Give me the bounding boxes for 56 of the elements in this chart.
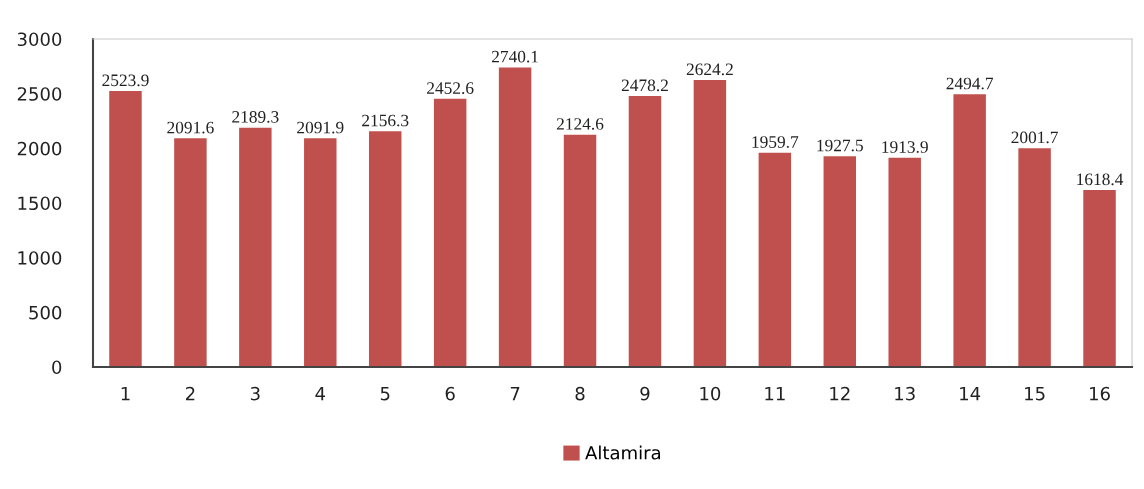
x-tick-label: 3 (250, 386, 260, 401)
bar (888, 157, 921, 367)
bar (498, 67, 532, 367)
bar (239, 127, 272, 367)
x-tick-label: 7 (510, 387, 520, 401)
x-tick-label: 2 (185, 386, 195, 401)
bar (368, 131, 402, 367)
x-tick-label: 8 (575, 386, 585, 401)
bar (1018, 148, 1051, 367)
y-tick-label: 1000 (18, 251, 62, 265)
data-label: 1927.5 (817, 139, 863, 152)
bar (433, 98, 467, 367)
data-label: 2740.1 (491, 50, 538, 63)
data-label: 2091.6 (167, 121, 214, 134)
data-label: 1913.9 (882, 141, 928, 153)
y-tick-label: 3000 (17, 32, 62, 47)
y-tick-label: 0 (52, 360, 62, 375)
data-label: 2124.6 (556, 118, 604, 130)
y-tick-label: 500 (29, 305, 62, 320)
bar (304, 138, 337, 367)
bar (563, 134, 597, 367)
x-tick-label: 9 (640, 386, 650, 401)
x-tick-label: 5 (380, 387, 390, 401)
data-label: 2452.6 (427, 82, 474, 95)
data-label: 2494.7 (946, 77, 994, 90)
data-label: 1959.7 (752, 136, 799, 148)
x-tick-label: 6 (445, 386, 455, 401)
y-tick-label: 2500 (17, 87, 62, 101)
data-label: 2478.2 (621, 79, 668, 92)
legend-label: Altamira (585, 445, 660, 460)
data-label: 2156.3 (362, 114, 409, 127)
data-label: 2189.3 (232, 111, 279, 123)
x-tick-label: 11 (765, 387, 785, 401)
bar (628, 96, 662, 367)
y-tick-label: 1500 (18, 196, 62, 211)
data-label: 1618.4 (1077, 173, 1124, 186)
bar (758, 152, 792, 367)
data-label: 2001.7 (1011, 131, 1058, 144)
x-tick-label: 12 (830, 386, 850, 401)
bar (823, 156, 857, 367)
bar (109, 91, 142, 367)
x-tick-label: 16 (1090, 386, 1110, 401)
x-tick-label: 10 (700, 386, 721, 401)
data-label: 2624.2 (686, 63, 733, 76)
x-tick-label: 13 (895, 386, 915, 401)
data-label: 2523.9 (102, 74, 149, 87)
y-tick-label: 2000 (17, 141, 62, 156)
bar (953, 94, 986, 367)
x-tick-label: 4 (315, 387, 326, 401)
bar (174, 138, 207, 367)
bar (693, 80, 727, 367)
bar (1083, 190, 1116, 367)
x-tick-label: 14 (960, 387, 981, 401)
x-tick-label: 15 (1025, 387, 1045, 401)
data-label: 2091.9 (297, 121, 344, 134)
x-tick-label: 1 (121, 387, 130, 401)
